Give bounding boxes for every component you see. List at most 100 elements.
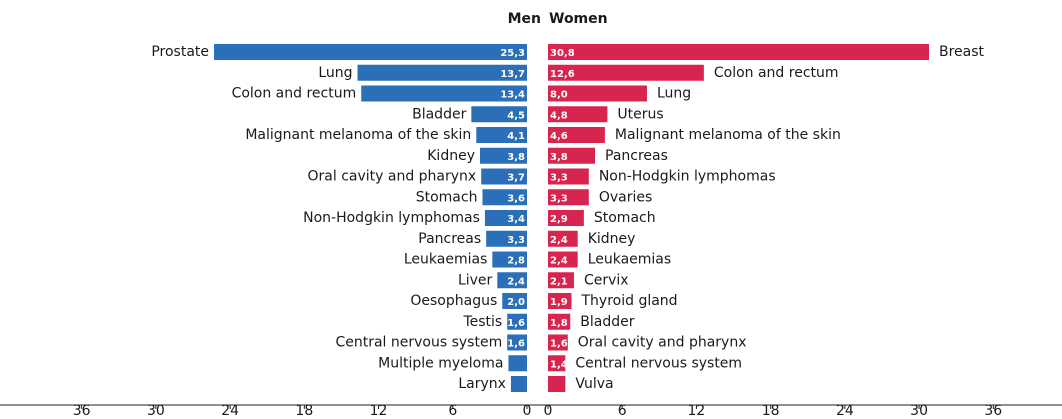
bar [497, 272, 527, 289]
value-label: 30,8 [550, 48, 575, 59]
value-label: 1,8 [550, 318, 568, 329]
x-tick-label: 18 [295, 403, 313, 419]
bar [548, 272, 574, 289]
category-label: Malignant melanoma of the skin [245, 127, 471, 143]
category-label: Liver [458, 272, 493, 288]
category-label: Leukaemias [588, 252, 672, 268]
value-label: 3,8 [507, 152, 525, 163]
category-label: Prostate [151, 44, 209, 60]
value-label: 2,8 [507, 256, 525, 267]
bar [508, 355, 527, 372]
bar [548, 44, 929, 60]
value-label: 3,8 [550, 152, 568, 163]
value-label: 3,7 [507, 173, 525, 184]
bar [482, 189, 527, 206]
value-label: 2,0 [507, 297, 525, 308]
panel-title: Men [508, 11, 541, 27]
value-label: 4,1 [507, 131, 525, 142]
category-label: Oesophagus [410, 293, 497, 309]
category-label: Uterus [617, 106, 663, 122]
category-label: Leukaemias [404, 252, 488, 268]
category-label: Central nervous system [575, 355, 742, 371]
category-label: Lung [318, 65, 352, 81]
category-label: Kidney [588, 231, 636, 247]
value-label: 3,3 [507, 235, 525, 246]
value-label: 3,3 [550, 193, 568, 204]
bar [214, 44, 527, 60]
x-tick-label: 30 [910, 403, 928, 419]
bar [548, 85, 647, 102]
category-label: Colon and rectum [232, 86, 357, 102]
value-label: 3,6 [507, 193, 525, 204]
category-label: Colon and rectum [714, 65, 839, 81]
x-tick-label: 0 [523, 403, 532, 419]
value-label: 1,9 [550, 297, 568, 308]
bar [507, 334, 527, 351]
value-label: 4,8 [550, 110, 568, 121]
value-label: 13,7 [500, 69, 525, 80]
x-tick-label: 18 [762, 403, 780, 419]
x-tick-label: 6 [618, 403, 627, 419]
category-label: Pancreas [605, 148, 668, 164]
value-label: 4,6 [550, 131, 568, 142]
bar [481, 168, 527, 185]
x-tick-label: 36 [984, 403, 1002, 419]
category-label: Bladder [412, 106, 466, 122]
category-label: Breast [939, 44, 985, 60]
bar [486, 230, 527, 247]
bar [548, 376, 566, 392]
category-label: Vulva [575, 376, 613, 392]
x-tick-label: 24 [221, 403, 239, 419]
value-label: 25,3 [500, 48, 525, 59]
x-tick-label: 0 [544, 403, 553, 419]
bar [510, 376, 527, 392]
value-label: 4,5 [507, 110, 525, 121]
x-tick-label: 36 [73, 403, 91, 419]
value-label: 1,6 [550, 339, 568, 350]
bar [548, 334, 568, 351]
bar [484, 210, 527, 226]
bar [548, 106, 608, 123]
x-tick-label: 6 [448, 403, 457, 419]
bar [357, 64, 527, 81]
bar [548, 355, 566, 372]
category-label: Non-Hodgkin lymphomas [303, 210, 480, 226]
bar [548, 189, 589, 206]
value-label: 12,6 [550, 69, 575, 80]
value-label: 2,4 [550, 235, 568, 246]
value-label: 8,0 [550, 90, 568, 101]
category-label: Lung [657, 86, 691, 102]
bar [507, 313, 527, 330]
bar [361, 85, 527, 102]
bar [548, 147, 596, 164]
category-label: Oral cavity and pharynx [308, 169, 477, 185]
category-label: Malignant melanoma of the skin [615, 127, 841, 143]
bar [548, 230, 578, 247]
bar [548, 210, 584, 226]
bar [479, 147, 527, 164]
bar [476, 127, 527, 143]
category-label: Stomach [416, 189, 478, 205]
bar [548, 127, 605, 143]
value-label: 3,4 [507, 214, 525, 225]
category-label: Testis [462, 314, 502, 330]
value-label: 1,6 [507, 339, 525, 350]
value-label: 2,9 [550, 214, 568, 225]
category-label: Kidney [427, 148, 475, 164]
category-label: Larynx [458, 376, 506, 392]
bar [548, 313, 571, 330]
x-tick-label: 12 [688, 403, 706, 419]
bar [548, 168, 589, 185]
value-label: 1,6 [507, 318, 525, 329]
category-label: Pancreas [418, 231, 481, 247]
category-label: Non-Hodgkin lymphomas [599, 169, 776, 185]
bar [492, 251, 527, 268]
category-label: Thyroid gland [581, 293, 678, 309]
category-label: Bladder [580, 314, 634, 330]
category-label: Cervix [584, 272, 629, 288]
bar [502, 293, 527, 309]
category-label: Ovaries [599, 189, 652, 205]
value-label: 2,1 [550, 276, 568, 287]
